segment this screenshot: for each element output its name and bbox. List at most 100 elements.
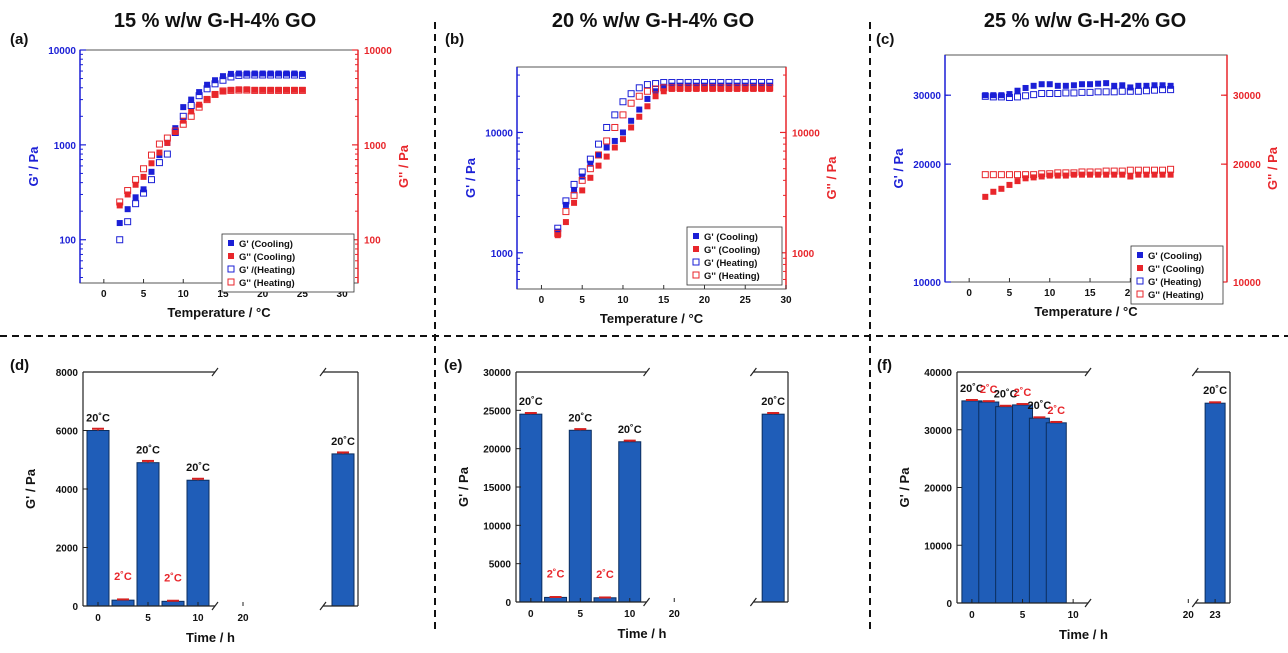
data-point-filled [677,85,684,92]
data-point-filled [188,108,195,115]
panel-e-time-cycle-bars: 20˚C2˚C20˚C2˚C20˚C20˚C050001000015000200… [456,367,789,641]
data-point-filled [1062,82,1069,89]
column-header-1: 15 % w/w G-H-4% GO [114,10,316,32]
legend-marker [227,265,235,273]
y-tick-label: 0 [72,602,78,613]
panel-label-e: (e) [444,357,462,374]
x-tick-label: 25 [740,295,752,306]
data-point-open [1062,89,1070,97]
y-tick-label: 6000 [56,427,79,438]
data-point-filled [124,206,131,213]
bar-temperature-label: 20˚C [86,413,110,425]
data-point-open [251,71,259,79]
data-point-open [243,71,251,79]
legend-entry: G' (Cooling) [1148,251,1202,262]
y2-axis-label: G'' / Pa [1265,146,1280,190]
legend-marker [228,253,234,259]
series-3 [116,71,306,244]
data-point-filled [990,92,997,99]
x-tick-label: 5 [1020,610,1026,621]
data-point-filled [562,201,569,208]
legend: G' (Cooling) G'' (Cooling) G' (Heating) G''… [686,226,783,286]
data-point-open [700,79,708,87]
data-point-filled [619,136,626,143]
x-tick-label: 15 [217,289,229,300]
bar [568,429,592,603]
data-point-filled [998,92,1005,99]
data-point-filled [1111,82,1118,89]
series-4 [981,165,1175,179]
axis-break-mark-top [319,367,327,377]
x-tick-label: 20 [699,295,711,306]
data-point-open [619,98,627,106]
data-point-open [709,84,717,92]
bar [1204,402,1226,604]
data-point-open [1150,166,1158,174]
axis-break-mark [1191,598,1199,608]
data-point-open [155,159,163,167]
data-point-filled [982,193,989,200]
data-point-filled [132,194,139,201]
y2-tick-label: 30000 [1233,91,1261,102]
panel-label-a: (a) [10,31,28,48]
legend-entry: G'' (Heating) [1148,290,1204,301]
y-axis-label: G' / Pa [456,466,471,507]
data-point-filled [742,85,749,92]
x-axis-label: Temperature / °C [167,305,271,320]
data-point-open [1159,86,1167,94]
data-point-filled [1070,82,1077,89]
data-point-open [733,84,741,92]
data-point-filled [693,85,700,92]
legend-entry: G' (Cooling) [704,232,758,243]
data-point-filled [636,113,643,120]
x-tick-label: 5 [141,289,147,300]
data-point-open [981,92,989,100]
data-point-filled [188,96,195,103]
y-tick-label: 30000 [924,426,952,437]
data-point-open [725,84,733,92]
data-point-open [627,99,635,107]
data-point-open [267,86,275,94]
bar-temperature-label: 2˚C [1014,387,1032,399]
data-point-open [1150,86,1158,94]
x-tick-label: 20 [1125,288,1137,299]
bar-temperature-label: 2˚C [164,572,182,584]
series-4 [116,86,306,206]
axis-break-mark [643,597,651,607]
data-point-filled [1143,171,1150,178]
data-point-open [116,198,124,206]
data-point-open [132,176,140,184]
bar-temperature-label: 20˚C [1203,385,1227,397]
data-point-open [243,86,251,94]
bar [1045,422,1067,604]
data-point-open [1118,167,1126,175]
data-point-filled [701,85,708,92]
data-point-open [578,168,586,176]
data-point-open [1167,165,1175,173]
axis-break-mark [211,601,219,611]
axis-break-mark [319,601,327,611]
legend-marker [1136,277,1144,285]
x-tick-label: 20 [237,613,249,624]
data-point-open [1022,92,1030,100]
data-point-open [652,80,660,88]
legend-marker [228,240,234,246]
data-point-filled [275,70,282,77]
x-tick-label: 15 [1084,288,1096,299]
data-point-filled [140,186,147,193]
y-tick-label: 10000 [485,128,513,139]
data-point-open [1022,171,1030,179]
data-point-filled [116,220,123,227]
data-point-open [1094,88,1102,96]
data-point-filled [243,70,250,77]
data-point-open [211,90,219,98]
data-point-open [676,79,684,87]
data-point-open [1078,168,1086,176]
data-point-filled [291,70,298,77]
data-point-open [235,71,243,79]
data-point-open [595,140,603,148]
data-point-open [1005,93,1013,101]
axis-break-mark-top [1191,367,1199,377]
x-tick-label: 20 [257,289,269,300]
data-point-open [235,86,243,94]
